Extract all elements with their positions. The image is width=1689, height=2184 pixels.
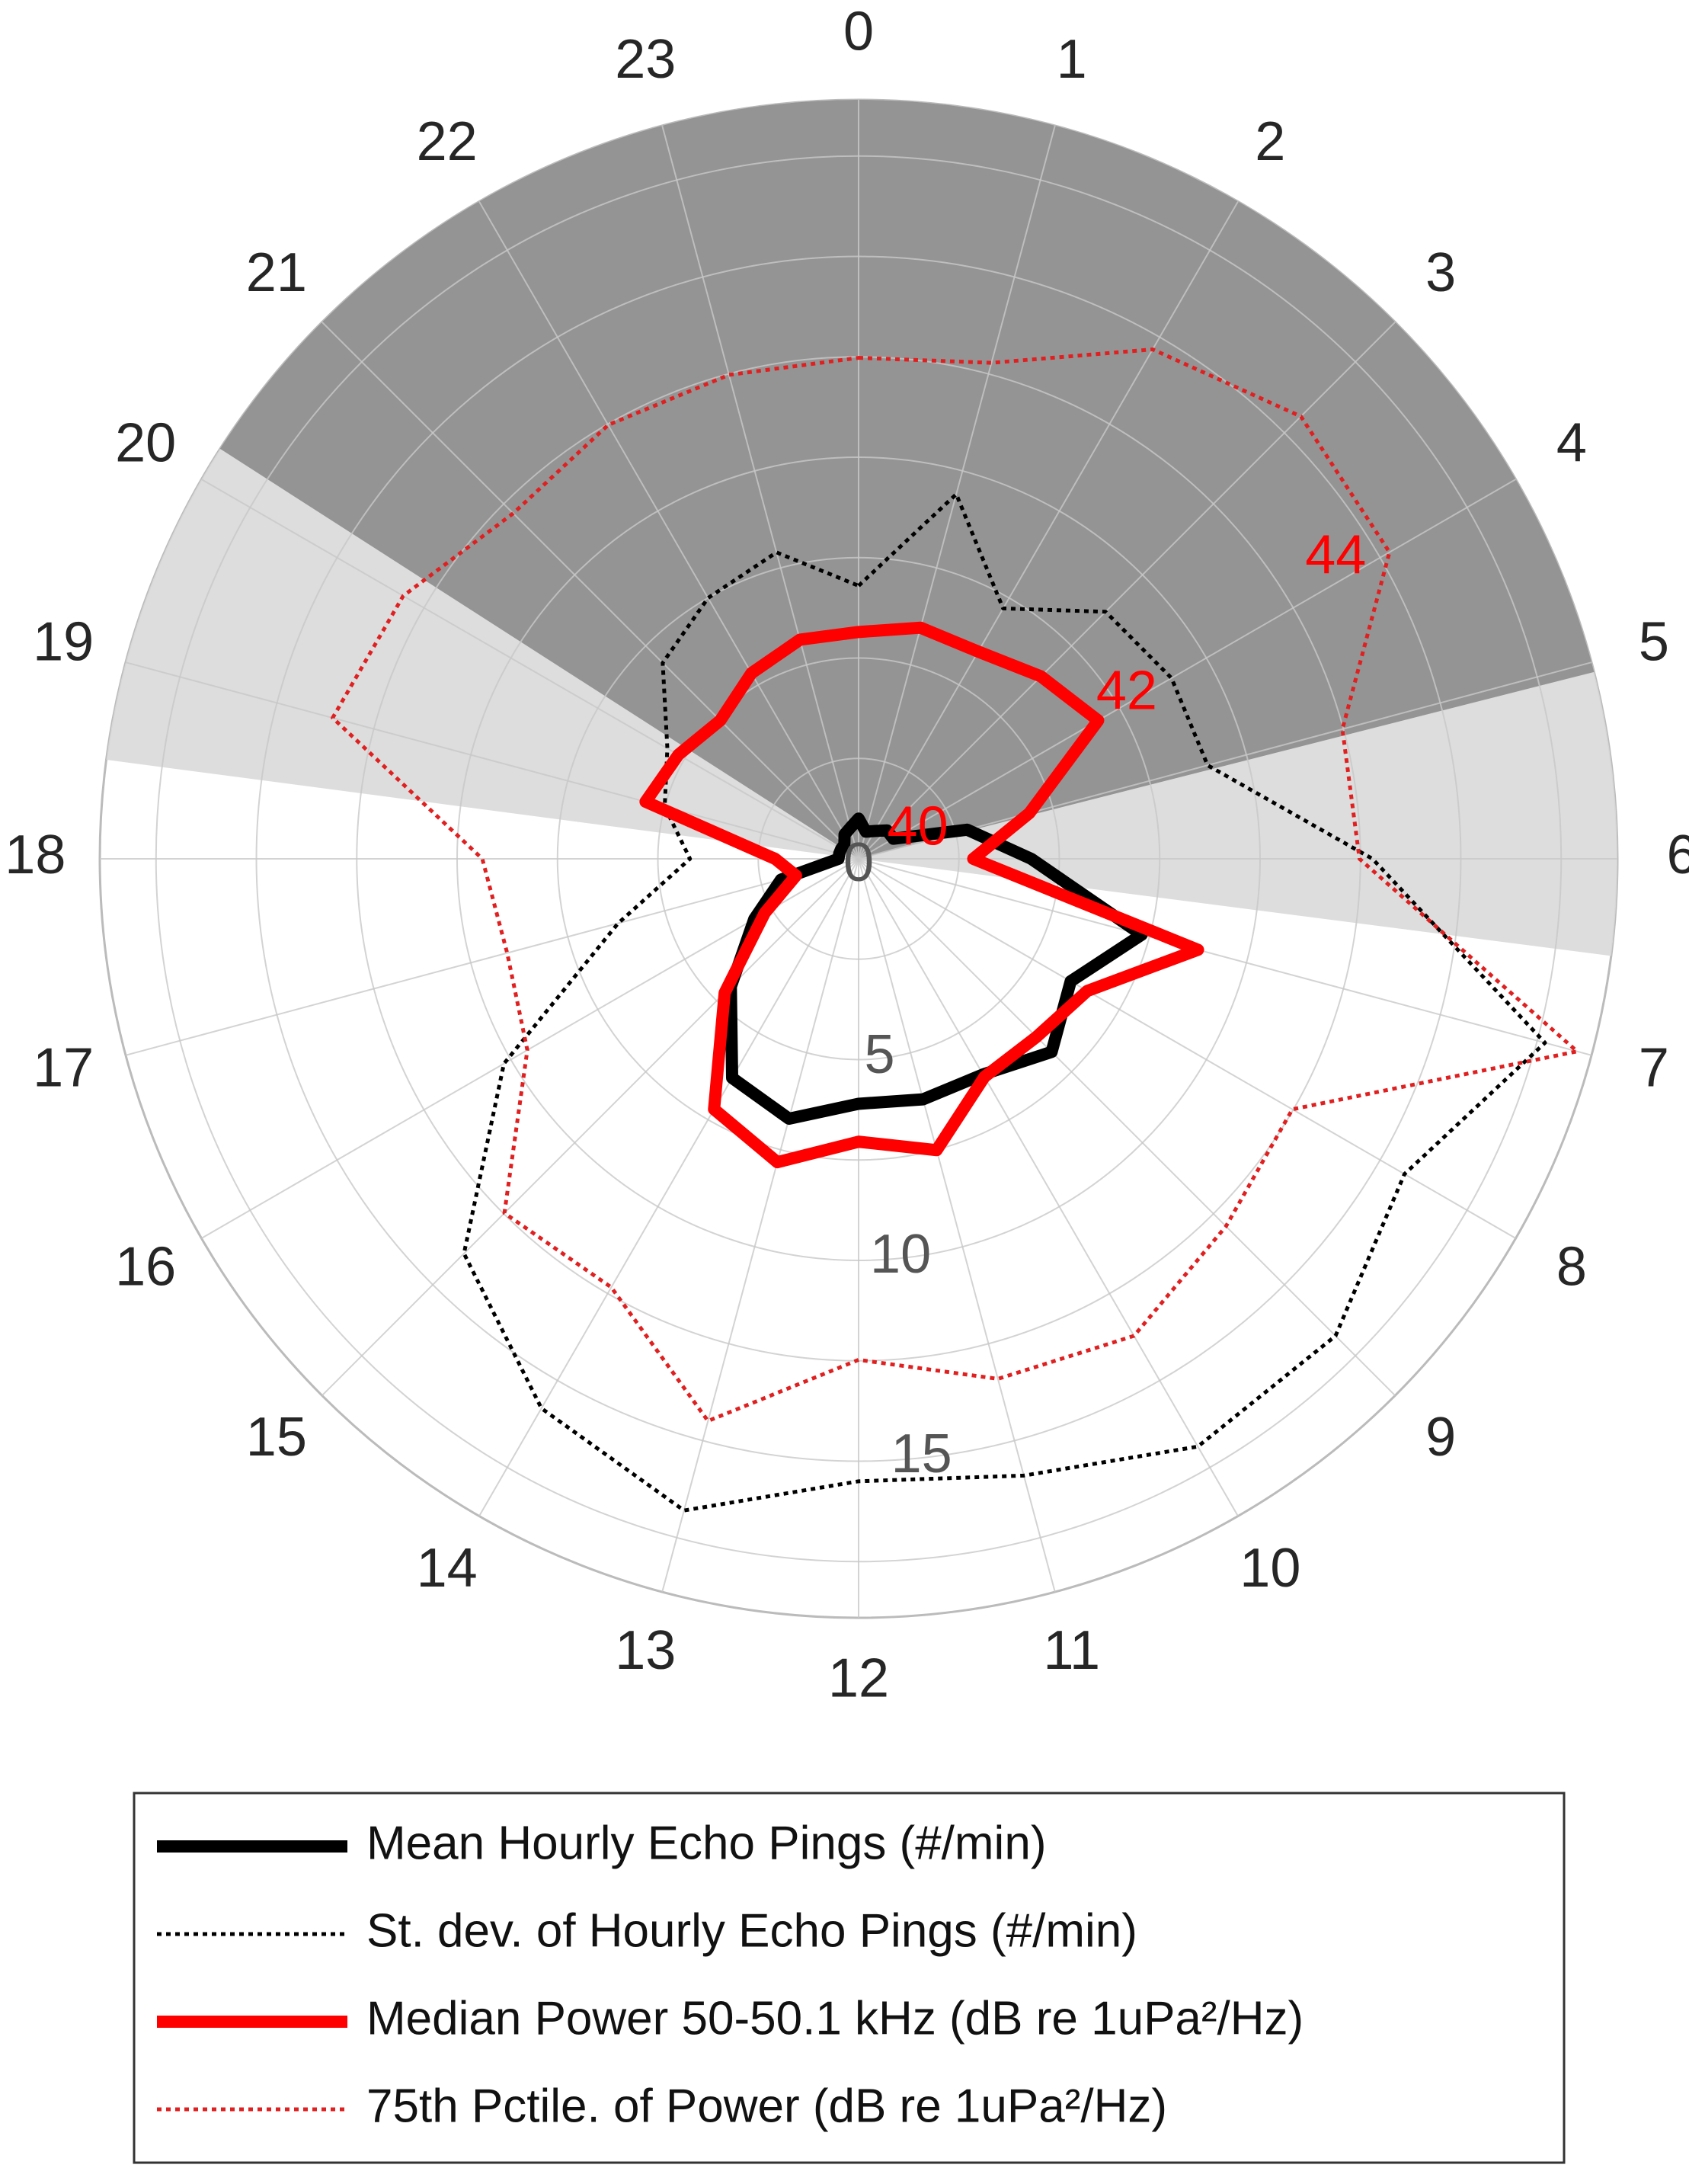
- legend-label: St. dev. of Hourly Echo Pings (#/min): [366, 1904, 1137, 1957]
- angle-tick-label: 2: [1255, 111, 1285, 172]
- r2-tick-label: 40: [888, 796, 948, 857]
- grid-spoke: [858, 858, 1056, 1593]
- grid-spoke: [200, 479, 859, 860]
- series-line: [462, 492, 1547, 1513]
- grid-spoke: [858, 661, 1592, 860]
- grid-spoke: [858, 858, 1517, 1239]
- angle-tick-label: 18: [5, 825, 66, 885]
- angle-tick-label: 11: [1043, 1620, 1100, 1681]
- angle-tick-label: 1: [1057, 29, 1087, 90]
- series-line: [725, 812, 1148, 1126]
- r2-tick-label: 42: [1096, 660, 1157, 721]
- angle-tick-label: 23: [615, 29, 676, 90]
- grid-spoke: [125, 858, 859, 1056]
- angle-tick-label: 5: [1639, 611, 1669, 672]
- angle-tick-label: 16: [115, 1236, 176, 1297]
- shaded-sector: [219, 100, 1595, 859]
- legend-label: 75th Pctile. of Power (dB re 1uPa²/Hz): [366, 2080, 1167, 2132]
- legend-label: Mean Hourly Echo Pings (#/min): [366, 1817, 1046, 1869]
- angle-tick-label: 15: [246, 1407, 307, 1468]
- angle-tick-label: 13: [615, 1620, 676, 1681]
- angle-tick-label: 0: [843, 1, 874, 62]
- series-line: [331, 347, 1579, 1423]
- legend-box: [133, 1792, 1566, 2164]
- r-tick-label: 0: [843, 832, 874, 893]
- r-tick-label: 10: [870, 1224, 931, 1285]
- grid-spoke: [858, 858, 1239, 1517]
- grid-spoke: [661, 858, 859, 1593]
- legend-label: Median Power 50-50.1 kHz (dB re 1uPa²/Hz…: [366, 1992, 1304, 2045]
- grid-spoke: [858, 125, 1056, 860]
- grid-spoke: [321, 322, 859, 860]
- r-tick-label: 15: [891, 1423, 952, 1484]
- angle-tick-label: 21: [246, 242, 307, 303]
- grid-spoke: [125, 661, 859, 860]
- grid-spoke: [858, 858, 1592, 1056]
- angle-tick-label: 20: [115, 413, 176, 474]
- angle-tick-label: 6: [1667, 825, 1689, 885]
- angle-tick-label: 14: [417, 1538, 478, 1599]
- angle-tick-label: 4: [1556, 413, 1587, 474]
- r-tick-label: 5: [865, 1024, 895, 1085]
- angle-tick-label: 7: [1639, 1038, 1669, 1099]
- angle-tick-label: 8: [1556, 1236, 1587, 1297]
- grid-spoke: [858, 200, 1239, 860]
- grid-spoke: [478, 858, 859, 1517]
- r2-tick-label: 44: [1305, 524, 1366, 585]
- angle-tick-label: 22: [417, 111, 478, 172]
- grid-spoke: [858, 479, 1517, 860]
- angle-tick-label: 10: [1240, 1538, 1300, 1599]
- angle-tick-label: 9: [1425, 1407, 1456, 1468]
- grid-spoke: [478, 200, 859, 860]
- grid-spoke: [858, 858, 1396, 1396]
- grid-spoke: [661, 125, 859, 860]
- grid-spoke: [321, 858, 859, 1396]
- series-line: [639, 621, 1204, 1169]
- angle-tick-label: 19: [33, 611, 94, 672]
- angle-tick-label: 3: [1425, 242, 1456, 303]
- angle-tick-label: 12: [828, 1648, 889, 1709]
- grid-spoke: [858, 322, 1396, 860]
- angle-tick-label: 17: [33, 1038, 94, 1099]
